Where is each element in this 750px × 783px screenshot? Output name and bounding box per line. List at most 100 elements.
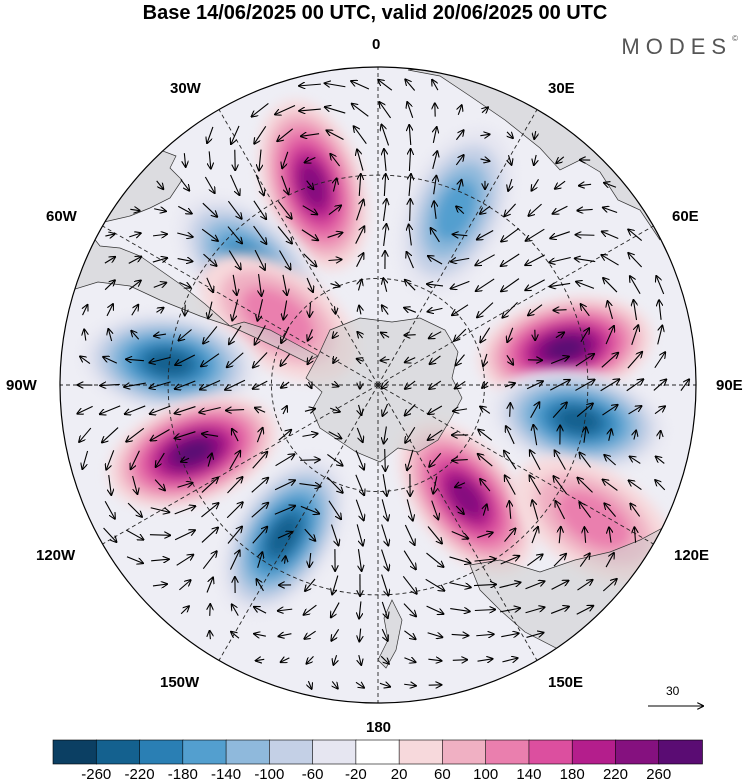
wind-vector	[359, 306, 361, 315]
wind-vector	[383, 278, 386, 292]
wind-vector	[407, 449, 414, 470]
wind-vector	[255, 325, 266, 344]
wind-vector	[180, 179, 189, 190]
wind-vector	[227, 527, 242, 544]
wind-vector	[526, 228, 545, 241]
wind-vector	[359, 404, 362, 415]
wind-vector	[531, 527, 538, 544]
wind-vector	[150, 429, 170, 440]
wind-vector	[477, 659, 493, 661]
wind-vector	[633, 300, 636, 321]
wind-vector	[103, 527, 117, 542]
wind-vector	[456, 206, 465, 215]
wind-vector	[603, 278, 618, 293]
wind-vector	[333, 357, 337, 363]
wind-vector	[326, 476, 342, 493]
wind-vector	[453, 409, 468, 411]
lon-label-30w: 30W	[170, 80, 201, 97]
wind-vector	[328, 431, 342, 439]
wind-vector	[451, 634, 469, 635]
wind-vector	[384, 174, 385, 197]
wind-vector	[333, 655, 336, 665]
wind-vector	[553, 554, 566, 567]
wind-vector	[257, 579, 264, 592]
wind-vector	[309, 552, 310, 567]
wind-vector	[130, 209, 139, 210]
wind-vector	[106, 450, 115, 469]
wind-vector	[550, 380, 569, 391]
wind-vector	[579, 184, 592, 185]
wind-vector	[204, 176, 214, 193]
wind-vector	[634, 527, 635, 543]
wind-vector	[206, 277, 213, 292]
wind-vector	[202, 551, 216, 570]
wind-vector	[526, 381, 543, 390]
wind-vector	[282, 151, 289, 168]
wind-vector	[275, 105, 296, 115]
wind-vector	[454, 328, 467, 341]
wind-vector	[405, 280, 416, 291]
anomaly-field	[60, 67, 696, 703]
wind-vector	[109, 474, 112, 495]
wind-vector	[506, 426, 515, 445]
wind-vector	[452, 304, 469, 315]
wind-vector	[525, 607, 545, 614]
wind-vector	[251, 503, 269, 518]
wind-vector	[534, 154, 536, 165]
wind-vector	[127, 502, 142, 517]
wind-vector	[230, 174, 240, 195]
wind-vector	[501, 633, 518, 636]
wind-vector	[174, 530, 195, 541]
wind-vector	[501, 228, 520, 241]
wind-vector	[432, 80, 439, 91]
wind-vector	[433, 127, 436, 143]
wind-vector	[549, 256, 571, 263]
colorbar-tick-label: 180	[559, 766, 585, 783]
wind-vector	[153, 283, 166, 288]
wind-vector	[382, 381, 389, 388]
copyright-mark: ©	[732, 34, 738, 43]
wind-vector	[305, 157, 316, 162]
wind-vector	[355, 682, 364, 687]
wind-vector	[254, 607, 267, 614]
wind-vector	[476, 634, 493, 636]
wind-vector	[499, 582, 521, 589]
wind-vector	[208, 453, 212, 467]
wind-vector	[605, 326, 614, 345]
wind-vector	[352, 104, 369, 117]
wind-vector	[455, 155, 463, 166]
wind-vector	[579, 553, 589, 567]
wind-vector	[602, 405, 617, 416]
wind-vector	[303, 253, 317, 267]
wind-vector	[428, 405, 443, 414]
wind-vector	[533, 425, 536, 446]
wind-vector	[404, 630, 415, 639]
wind-vector	[308, 355, 313, 365]
wind-vector	[604, 455, 616, 466]
wind-vector	[577, 478, 593, 493]
wind-vector	[483, 353, 487, 366]
colorbar-swatch	[398, 739, 444, 765]
wind-vector	[330, 524, 339, 546]
wind-vector	[474, 609, 495, 610]
wind-vector	[83, 305, 88, 316]
lon-label-90w: 90W	[6, 377, 37, 394]
wind-vector	[609, 527, 611, 543]
wind-vector	[425, 578, 445, 590]
wind-vector	[301, 229, 318, 241]
wind-vector	[252, 452, 268, 469]
wind-vector	[278, 609, 293, 611]
anomaly-center-7	[478, 296, 653, 401]
wind-vector	[427, 284, 444, 286]
wind-vector	[284, 556, 285, 564]
wind-vector	[382, 403, 389, 416]
wind-vector	[333, 332, 338, 338]
wind-vector	[357, 332, 362, 338]
wind-vector	[308, 680, 311, 689]
wind-vector	[434, 176, 437, 195]
wind-vector	[474, 559, 496, 561]
wind-vector	[427, 633, 443, 637]
wind-vector	[129, 233, 140, 237]
wind-vector	[227, 200, 241, 219]
